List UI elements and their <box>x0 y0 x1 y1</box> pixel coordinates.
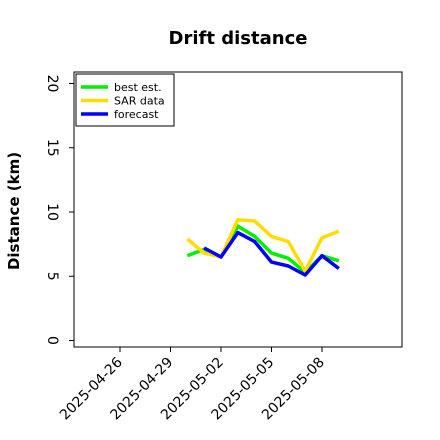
series-line-2 <box>203 230 340 277</box>
y-tick-label: 10 <box>44 203 60 221</box>
series-lines <box>186 217 340 277</box>
chart-title: Drift distance <box>169 28 308 49</box>
y-ticks: 0 5 10 15 20 <box>44 75 74 345</box>
y-axis-label: Distance (km) <box>5 152 23 270</box>
legend-entry: best est. <box>114 81 162 94</box>
x-ticks: 2025-04-262025-04-292025-05-022025-05-05… <box>57 347 328 423</box>
plot-area-frame <box>73 71 403 348</box>
y-tick-label: 0 <box>44 336 60 345</box>
y-tick-label: 15 <box>44 139 60 157</box>
legend-entry: forecast <box>114 108 159 121</box>
legend-entry: SAR data <box>114 95 165 108</box>
series-line-1 <box>186 217 340 273</box>
y-tick-label: 5 <box>44 272 60 281</box>
y-tick-label: 20 <box>44 75 60 93</box>
